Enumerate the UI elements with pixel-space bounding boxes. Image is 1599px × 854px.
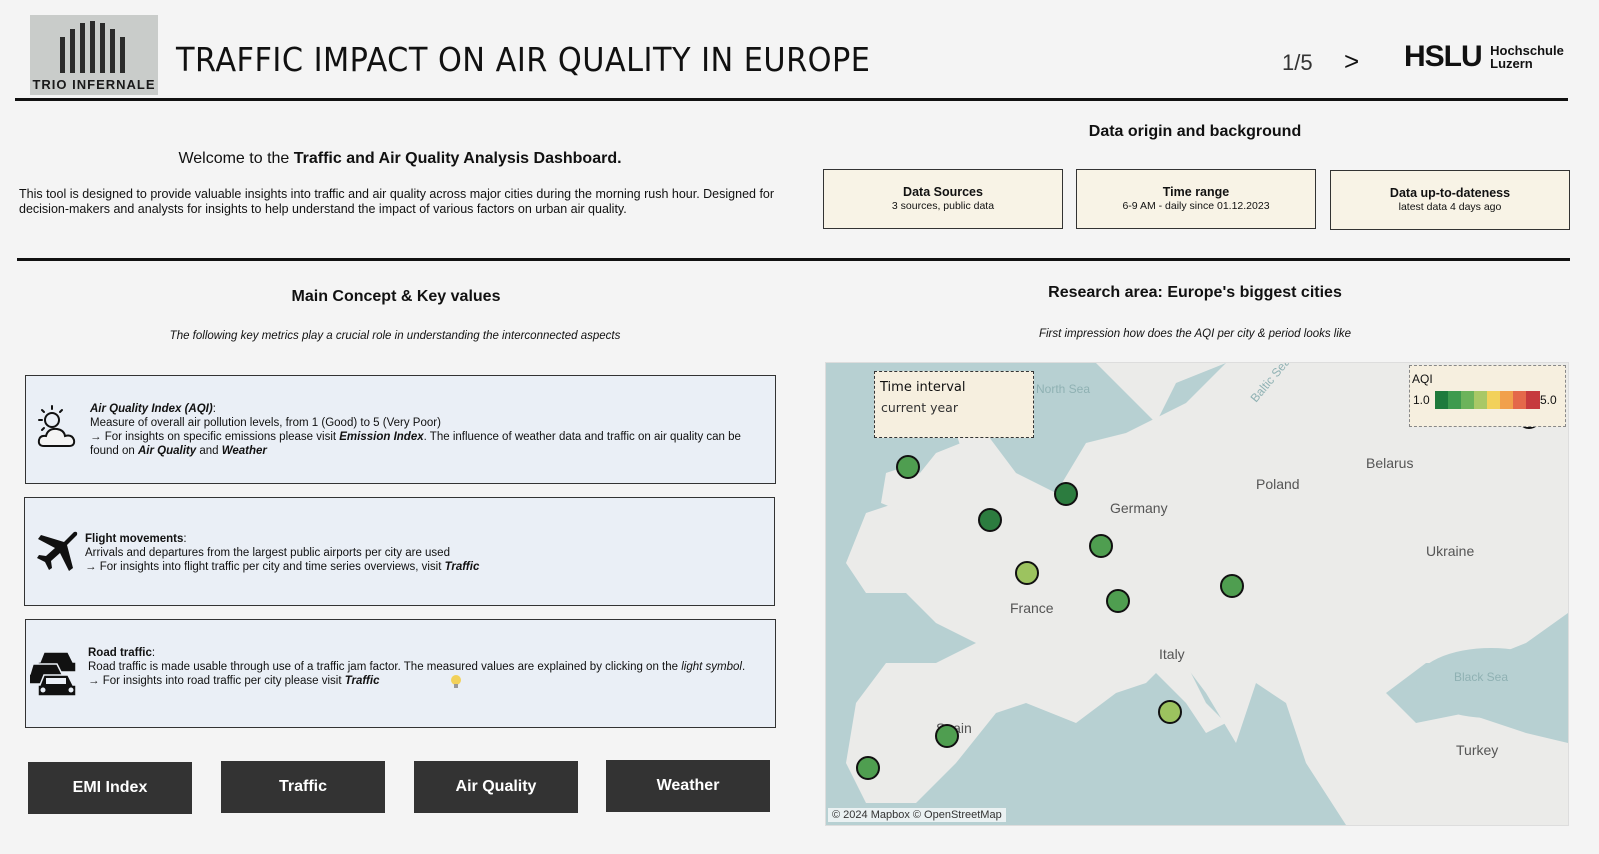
aqi-legend-min: 1.0 — [1413, 393, 1430, 407]
scandinavia — [1096, 363, 1226, 423]
aqi-legend-swatch — [1500, 391, 1514, 409]
intro-text: This tool is designed to provide valuabl… — [19, 187, 775, 216]
aqi-legend-swatch — [1461, 391, 1475, 409]
section-divider — [17, 258, 1570, 261]
cars-icon — [27, 648, 80, 698]
aqi-card-text: Air Quality Index (AQI): Measure of over… — [90, 403, 741, 457]
flight-traffic-link[interactable]: Traffic — [444, 561, 480, 573]
trio-infernale-logo: TRIO INFERNALE — [30, 15, 158, 95]
welcome-heading: Welcome to the Traffic and Air Quality A… — [178, 150, 622, 167]
road-traffic-card-text: Road traffic: Road traffic is made usabl… — [88, 647, 746, 687]
time-interval-label: Time interval — [880, 380, 966, 395]
country-label-belarus: Belarus — [1366, 455, 1413, 471]
research-area-subtitle: First impression how does the AQI per ci… — [1038, 328, 1352, 340]
map-attribution: © 2024 Mapbox © OpenStreetMap — [828, 808, 1006, 822]
airplane-icon — [33, 526, 83, 576]
country-label-france: France — [1010, 600, 1054, 616]
city-marker[interactable] — [856, 756, 880, 780]
europe-aqi-map[interactable]: Poland Belarus Germany Ukraine France It… — [825, 362, 1569, 826]
aqi-legend-swatch — [1526, 391, 1540, 409]
city-marker[interactable] — [1015, 561, 1039, 585]
aqi-legend-swatch — [1474, 391, 1488, 409]
city-marker[interactable] — [1106, 589, 1130, 613]
city-marker[interactable] — [935, 724, 959, 748]
city-marker[interactable] — [1054, 482, 1078, 506]
aqi-legend-swatch — [1513, 391, 1527, 409]
data-sources-box: Data Sources 3 sources, public data — [823, 169, 1063, 229]
time-interval-filter[interactable]: Time interval current year — [874, 371, 1034, 438]
aqi-card: Air Quality Index (AQI): Measure of over… — [25, 375, 776, 484]
flight-card-text: Flight movements: Arrivals and departure… — [85, 533, 480, 573]
logo-text: TRIO INFERNALE — [32, 77, 156, 92]
main-concept-subtitle: The following key metrics play a crucial… — [169, 330, 621, 342]
country-label-italy: Italy — [1159, 646, 1185, 662]
road-traffic-link[interactable]: Traffic — [344, 675, 380, 687]
data-up-to-dateness-box: Data up-to-dateness latest data 4 days ag… — [1330, 170, 1570, 230]
traffic-button[interactable]: Traffic — [221, 761, 385, 813]
time-interval-value[interactable]: current year — [881, 400, 958, 415]
country-label-germany: Germany — [1110, 500, 1168, 516]
logo-bars-icon — [60, 21, 125, 73]
emi-index-button[interactable]: EMI Index — [28, 762, 192, 814]
page-title: TRAFFIC IMPACT ON AIR QUALITY IN EUROPE — [176, 40, 871, 79]
sea-label-north-sea: North Sea — [1036, 382, 1090, 396]
sea-label-black-sea: Black Sea — [1454, 670, 1508, 684]
weather-button[interactable]: Weather — [606, 760, 770, 812]
research-area-title: Research area: Europe's biggest cities — [1048, 284, 1342, 301]
city-marker[interactable] — [1220, 574, 1244, 598]
aqi-legend: AQI 1.0 5.0 — [1409, 365, 1566, 427]
city-marker[interactable] — [896, 455, 920, 479]
aqi-legend-max: 5.0 — [1540, 393, 1557, 407]
flight-card: Flight movements: Arrivals and departure… — [24, 497, 775, 606]
weather-link[interactable]: Weather — [221, 445, 267, 457]
weather-sun-cloud-icon — [34, 404, 84, 454]
data-origin-title: Data origin and background — [1088, 123, 1302, 140]
city-marker[interactable] — [1089, 534, 1113, 558]
black-sea — [1416, 648, 1566, 718]
page-indicator: 1/5 — [1282, 50, 1313, 75]
aqi-legend-swatch — [1487, 391, 1501, 409]
country-label-ukraine: Ukraine — [1426, 543, 1474, 559]
britain — [956, 423, 1016, 528]
country-label-poland: Poland — [1256, 476, 1300, 492]
emission-index-link[interactable]: Emission Index — [339, 431, 424, 443]
landmass — [846, 363, 1568, 825]
aqi-legend-title: AQI — [1412, 372, 1433, 386]
time-range-box: Time range 6-9 AM - daily since 01.12.202… — [1076, 169, 1316, 229]
aqi-legend-swatch — [1435, 391, 1449, 409]
aqi-legend-swatch — [1448, 391, 1462, 409]
hslu-logo-subtext: Hochschule Luzern — [1490, 43, 1564, 71]
road-traffic-card: Road traffic: Road traffic is made usabl… — [25, 619, 776, 728]
city-marker[interactable] — [978, 508, 1002, 532]
hslu-logo: HSLU Hochschule Luzern — [1404, 40, 1564, 74]
country-label-turkey: Turkey — [1456, 742, 1498, 758]
main-concept-title: Main Concept & Key values — [291, 288, 501, 305]
light-bulb-icon[interactable] — [450, 674, 462, 695]
next-page-button[interactable]: > — [1344, 46, 1360, 76]
header-divider — [15, 98, 1568, 101]
air-quality-button[interactable]: Air Quality — [414, 761, 578, 813]
hslu-logo-text: HSLU — [1404, 40, 1483, 73]
city-marker[interactable] — [1158, 700, 1182, 724]
italy — [1126, 633, 1226, 733]
air-quality-link[interactable]: Air Quality — [137, 445, 197, 457]
